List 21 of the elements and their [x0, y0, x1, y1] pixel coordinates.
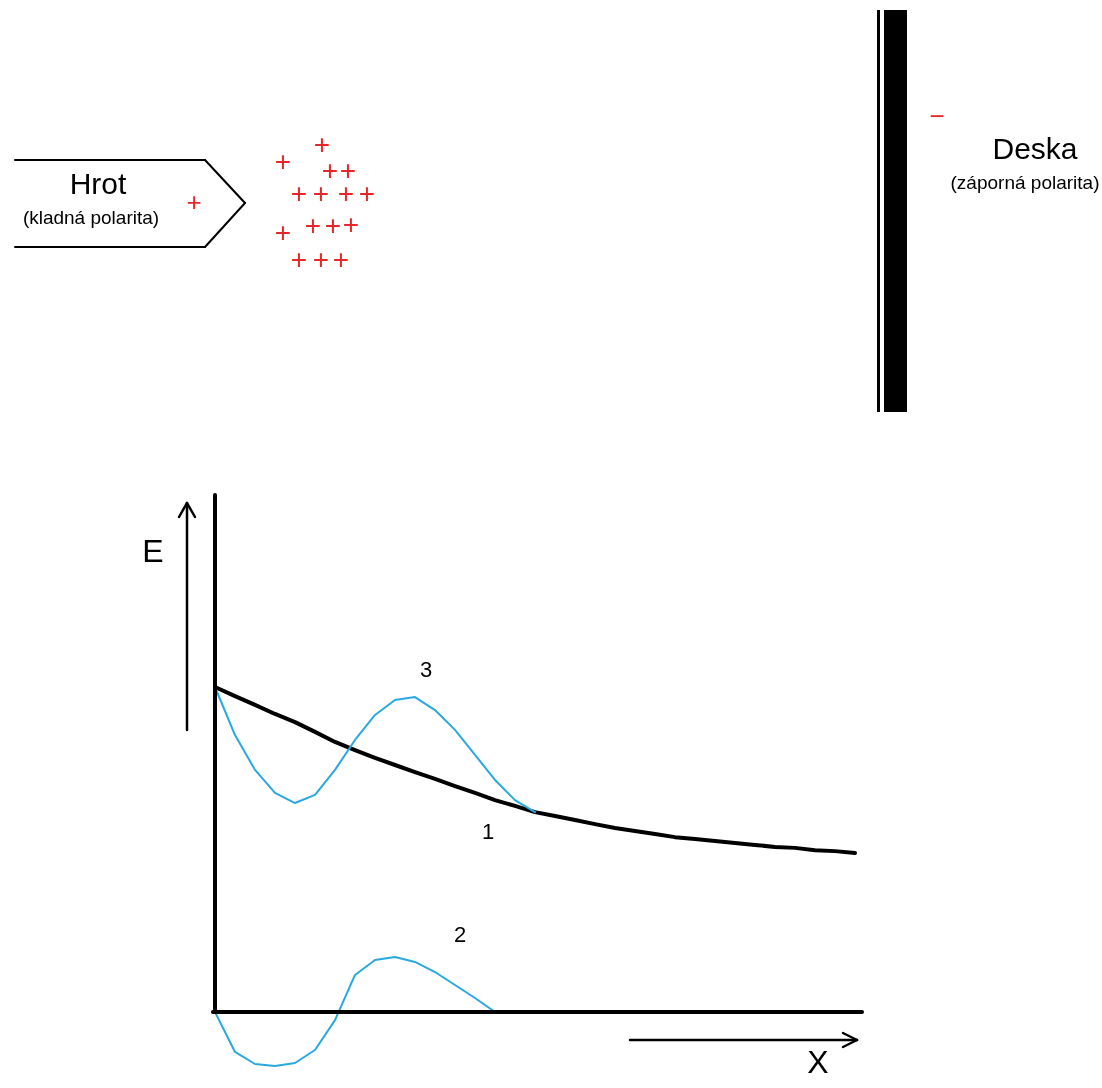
text: + — [290, 178, 308, 209]
text: + — [290, 244, 308, 275]
text: + — [312, 244, 330, 275]
series-label: 2 — [453, 922, 467, 948]
series-label: 1 — [481, 819, 495, 845]
text: + — [274, 217, 292, 248]
text: Hrot — [69, 167, 127, 200]
text: + — [324, 210, 342, 241]
text: − — [929, 101, 945, 131]
text: + — [274, 146, 292, 177]
text: (záporná polarita) — [950, 172, 1100, 193]
text: + — [358, 178, 376, 209]
text: Deska — [992, 132, 1078, 165]
x-axis-title: X — [807, 1044, 829, 1080]
text: (kladná polarita) — [22, 207, 160, 228]
y-axis-title: E — [142, 533, 164, 569]
text: + — [186, 187, 202, 217]
series-label: 3 — [419, 657, 433, 683]
text: + — [332, 244, 350, 275]
text: + — [342, 209, 360, 240]
text: + — [304, 210, 322, 241]
